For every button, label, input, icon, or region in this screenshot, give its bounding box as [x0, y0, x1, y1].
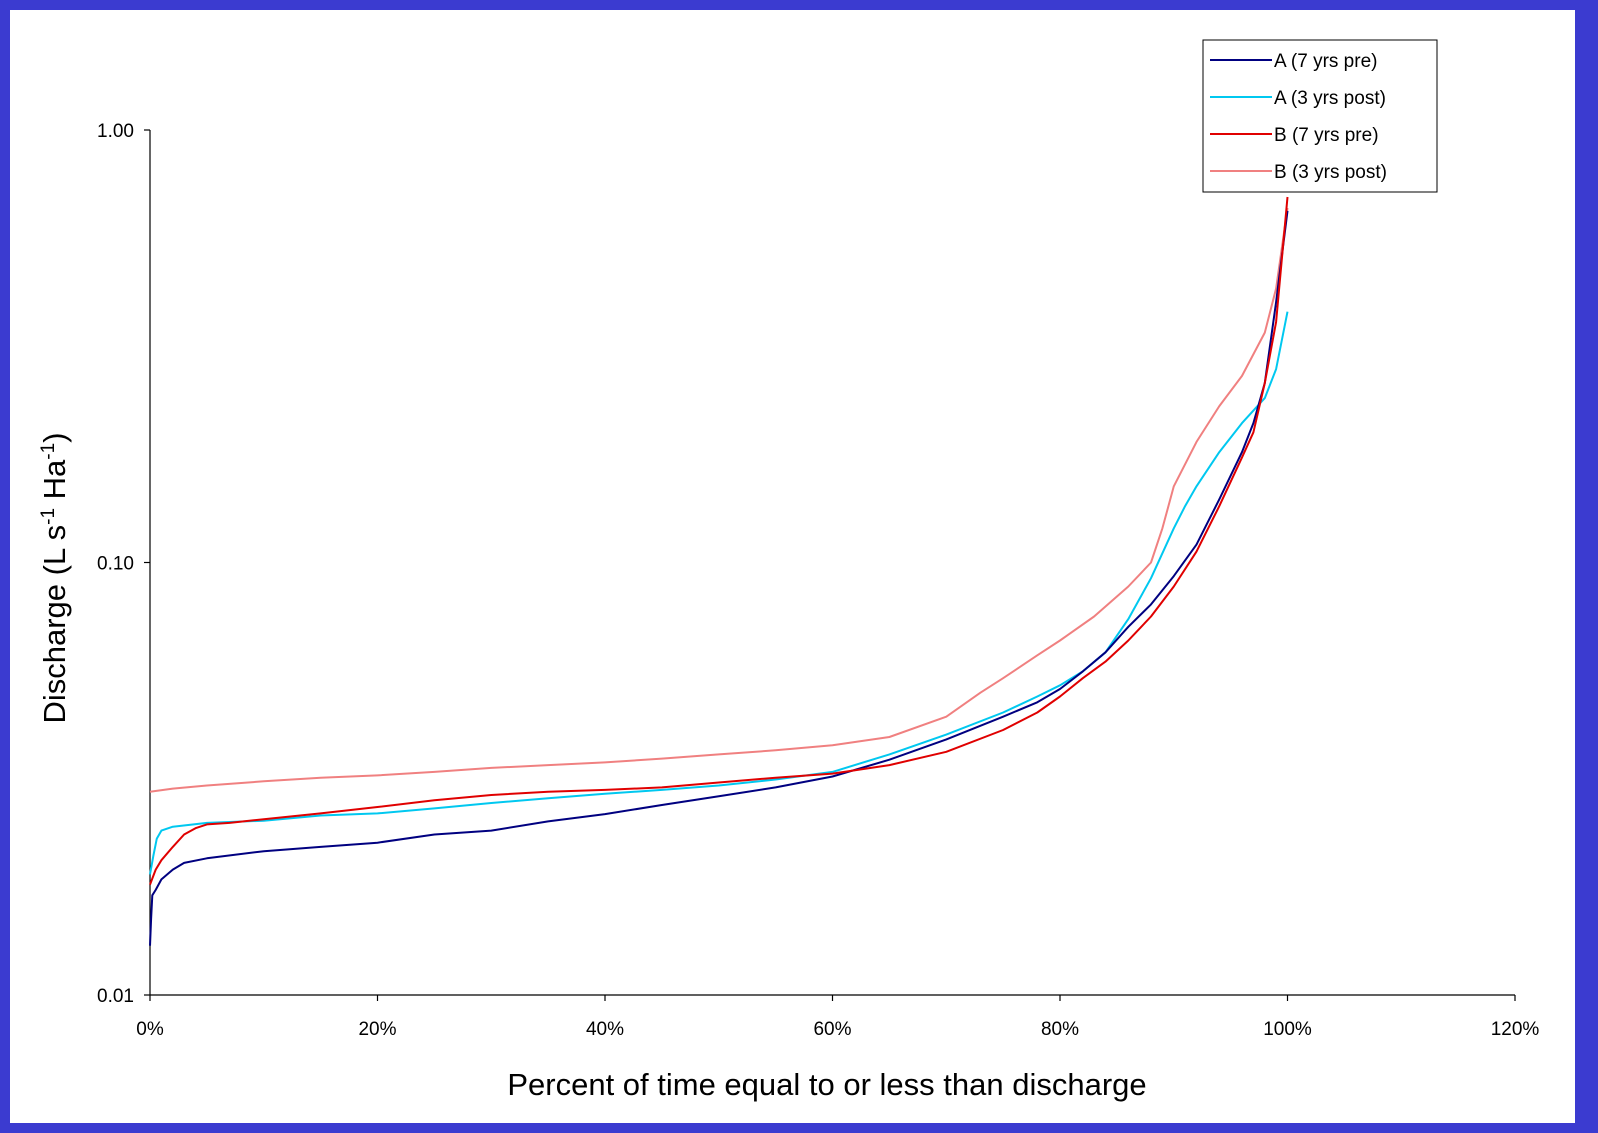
y-tick-label: 0.01 — [97, 986, 134, 1007]
x-tick-label: 40% — [586, 1019, 624, 1040]
legend-label: B (3 yrs post) — [1274, 162, 1387, 183]
y-axis-title-mid: Ha — [37, 459, 72, 508]
y-tick-label: 1.00 — [97, 121, 134, 142]
y-axis-title-sup1: -1 — [38, 508, 59, 525]
series-lines — [149, 196, 1289, 946]
chart-frame: 0.01 0.10 1.00 0% 20% 40% 60% 80% 100% 120% Perc… — [10, 10, 1575, 1123]
y-axis-title: Discharge (L s-1 Ha-1) — [37, 432, 72, 723]
axes — [149, 130, 1515, 996]
x-ticks: 0% 20% 40% 60% 80% 100% 120% — [136, 995, 1539, 1040]
series-line-1 — [149, 210, 1289, 946]
x-tick-label: 120% — [1491, 1019, 1540, 1040]
series-line-3 — [149, 196, 1289, 885]
x-tick-label: 0% — [136, 1019, 164, 1040]
line-chart: 0.01 0.10 1.00 0% 20% 40% 60% 80% 100% 120% Perc… — [37, 39, 1539, 1102]
legend-label: B (7 yrs pre) — [1274, 125, 1379, 146]
legend-label: A (7 yrs pre) — [1274, 51, 1377, 72]
x-axis-title: Percent of time equal to or less than di… — [507, 1067, 1146, 1102]
y-axis-title-prefix: Discharge (L s — [37, 525, 72, 724]
x-tick-label: 60% — [813, 1019, 851, 1040]
y-axis-title-sup2: -1 — [38, 443, 59, 460]
legend-label: A (3 yrs post) — [1274, 88, 1386, 109]
y-axis-title-suffix: ) — [37, 432, 72, 442]
y-ticks: 0.01 0.10 1.00 — [97, 121, 150, 1007]
legend: A (7 yrs pre) A (3 yrs post) B (7 yrs pre)… — [1202, 39, 1438, 193]
x-tick-label: 100% — [1263, 1019, 1312, 1040]
x-tick-label: 80% — [1041, 1019, 1079, 1040]
y-tick-label: 0.10 — [97, 554, 134, 575]
legend-box — [1202, 39, 1438, 193]
x-tick-label: 20% — [358, 1019, 396, 1040]
series-line-2 — [149, 311, 1289, 875]
series-line-4 — [149, 207, 1289, 793]
